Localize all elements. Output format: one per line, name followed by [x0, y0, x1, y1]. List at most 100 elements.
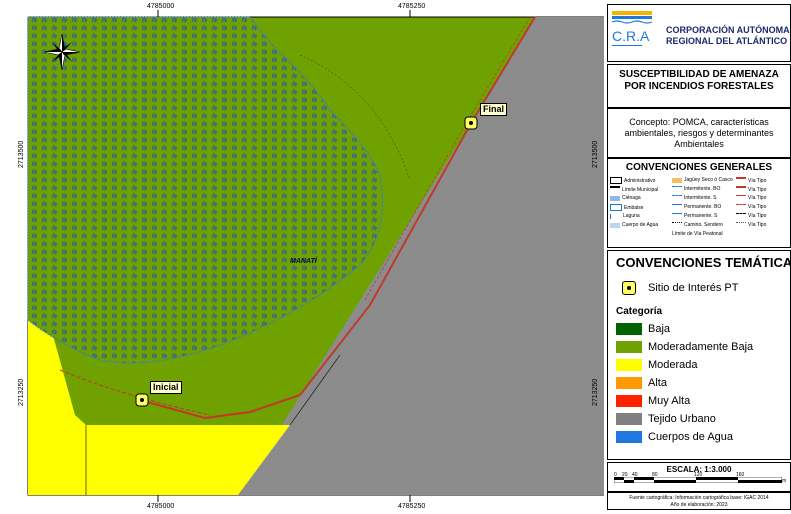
marsh-zone: [27, 16, 383, 364]
general-item: Intermitente. S: [684, 195, 717, 201]
coord-top-1: 4785000: [147, 3, 175, 10]
concept-line2: ambientales, riesgos y determinantes: [624, 128, 774, 138]
point-final-label[interactable]: Final: [480, 103, 508, 116]
legend-point-row: Sitio de Interés PT: [616, 281, 739, 295]
scale-tick: 40: [632, 472, 638, 478]
general-title: CONVENCIONES GENERALES: [625, 162, 773, 173]
road-type-icon: [736, 213, 746, 219]
general-item: Camino, Sendero: [684, 222, 723, 228]
north-arrow-icon: [43, 33, 81, 71]
concept-line1: Concepto: POMCA, características: [629, 117, 769, 127]
legend-row: Alta: [616, 377, 667, 389]
permanent-s-icon: [672, 213, 682, 219]
place-label: MANATÍ: [290, 258, 317, 265]
legend-row: Baja: [616, 323, 670, 335]
general-item: Vía Tipo: [748, 177, 767, 184]
thematic-title: CONVENCIONES TEMÁTICAS: [616, 255, 791, 270]
general-item: Ciénaga: [622, 195, 641, 201]
map-canvas[interactable]: [0, 0, 604, 514]
urban-area: [238, 17, 604, 495]
swatch-muy-alta: [616, 395, 642, 407]
coord-left-1: 2713500: [18, 140, 25, 168]
scale-unit: m: [782, 478, 787, 484]
path-icon: [672, 222, 682, 228]
general-item: Vía Tipo: [748, 204, 767, 210]
legend-label: Moderada: [648, 359, 698, 371]
moderada-area-strip: [28, 360, 60, 400]
permanent-bo-icon: [672, 204, 682, 210]
legend-label: Baja: [648, 323, 671, 335]
point-symbol-icon: [622, 281, 636, 295]
point-inicial-label[interactable]: Inicial: [150, 381, 182, 394]
coord-right-2: 2713250: [592, 378, 599, 406]
general-item: Límite Municipal: [622, 186, 659, 193]
scale-tick: 160: [736, 472, 745, 478]
road-type-icon: [736, 186, 746, 193]
point-final-marker: [464, 116, 478, 130]
laguna-icon: [610, 213, 621, 219]
legend-panel: C.R.A CORPORACIÓN AUTÓNOMA REGIONAL DEL …: [607, 4, 791, 510]
general-item: Administrativo: [624, 177, 656, 184]
legend-label: Cuerpos de Agua: [648, 431, 734, 443]
general-item: Permanente. S: [684, 213, 718, 219]
org-name-line2: REGIONAL DEL ATLÁNTICO: [666, 36, 788, 46]
general-item: Permanente. BO: [684, 204, 722, 210]
legend-label: Tejido Urbano: [648, 413, 716, 425]
general-item: Vía Tipo: [748, 222, 767, 228]
legend-label: Moderadamente Baja: [648, 341, 754, 353]
intermittent-s-icon: [672, 195, 682, 201]
admin-symbol-icon: [610, 177, 622, 184]
intermittent-bo-icon: [672, 186, 682, 192]
road-type-icon: [736, 204, 746, 210]
general-item: Embalse: [624, 204, 644, 211]
general-item: Vía Tipo: [748, 195, 767, 201]
moderada-area-bottom: [28, 425, 290, 495]
general-conventions: CONVENCIONES GENERALES Administrativo Lí…: [607, 158, 791, 248]
scale-tick: 120: [694, 472, 703, 478]
general-item: Vía Tipo: [748, 186, 767, 193]
scale-bar-icon: [614, 477, 782, 483]
category-title: Categoría: [616, 306, 663, 317]
concept-box: Concepto: POMCA, características ambient…: [607, 108, 791, 158]
embalse-icon: [610, 204, 622, 211]
swatch-alta: [616, 377, 642, 389]
map-frame[interactable]: 4785000 4785250 4785000 4785250 2713500 …: [0, 0, 604, 514]
coord-bottom-1: 4785000: [147, 503, 175, 510]
legend-row: Moderada: [616, 359, 698, 371]
general-item: Cuerpo de Agua: [622, 222, 659, 228]
point-inicial-marker: [135, 393, 149, 407]
source-box: Fuente cartográfica: Información cartogr…: [607, 492, 791, 510]
general-item: Jagüey Seco ó Casco: [684, 177, 733, 183]
concept-line3: Ambientales: [674, 139, 724, 149]
scale-title: ESCALA: 1:3.000: [666, 465, 732, 474]
source-line2: Año de elaboración: 2023: [670, 502, 728, 508]
municipal-limit-icon: [610, 186, 620, 193]
thematic-conventions: CONVENCIONES TEMÁTICAS Sitio de Interés …: [607, 250, 791, 460]
road-type-icon: [736, 195, 746, 201]
jaguey-icon: [672, 177, 682, 183]
cienaga-icon: [610, 195, 620, 201]
map-title-line1: SUSCEPTIBILIDAD DE AMENAZA: [619, 69, 779, 80]
coord-bottom-2: 4785250: [398, 503, 426, 510]
coord-right-1: 2713500: [592, 140, 599, 168]
swatch-moderada: [616, 359, 642, 371]
legend-label: Alta: [648, 377, 667, 389]
swatch-baja: [616, 323, 642, 335]
scale-tick: 0: [614, 472, 617, 478]
legend-row: Moderadamente Baja: [616, 341, 753, 353]
swatch-moderadamente-baja: [616, 341, 642, 353]
legend-row: Muy Alta: [616, 395, 690, 407]
water-body-icon: [610, 222, 620, 228]
general-item: Vía Tipo: [748, 213, 767, 219]
road-type-icon: [736, 177, 746, 184]
title-box: SUSCEPTIBILIDAD DE AMENAZA POR INCENDIOS…: [607, 64, 791, 108]
general-item: Laguna: [623, 213, 640, 219]
cra-logo-icon: C.R.A: [612, 11, 653, 46]
coord-left-2: 2713250: [18, 378, 25, 406]
general-item: Límite de Vía Peatonal: [672, 231, 723, 237]
source-line1: Fuente cartográfica: Información cartogr…: [629, 495, 769, 501]
scale-tick: 20: [622, 472, 628, 478]
org-header: C.R.A CORPORACIÓN AUTÓNOMA REGIONAL DEL …: [607, 4, 791, 62]
map-title: SUSCEPTIBILIDAD DE AMENAZA POR INCENDIOS…: [608, 65, 790, 93]
scale-tick: 80: [652, 472, 658, 478]
